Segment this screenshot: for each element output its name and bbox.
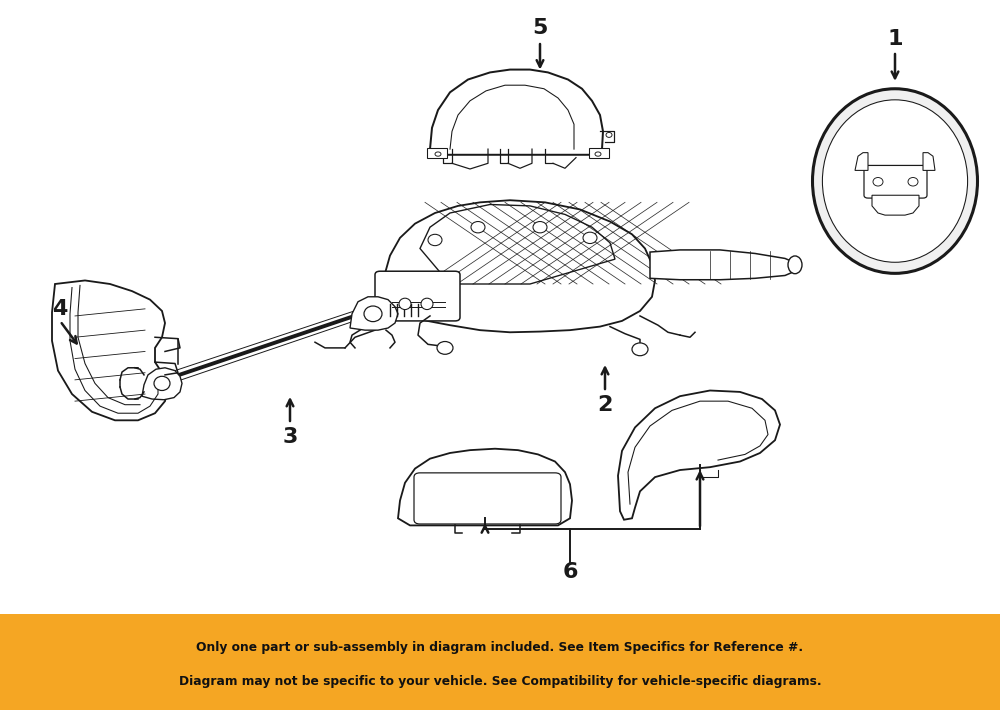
FancyBboxPatch shape xyxy=(589,148,609,158)
Polygon shape xyxy=(923,153,935,170)
Ellipse shape xyxy=(606,132,612,137)
Polygon shape xyxy=(398,449,572,525)
Ellipse shape xyxy=(364,306,382,322)
FancyBboxPatch shape xyxy=(389,301,421,318)
Text: 4: 4 xyxy=(52,299,68,319)
Polygon shape xyxy=(855,153,868,170)
FancyBboxPatch shape xyxy=(414,473,561,524)
Bar xyxy=(0,614,1000,710)
Text: 1: 1 xyxy=(887,29,903,49)
Text: 5: 5 xyxy=(532,18,548,38)
Text: Only one part or sub-assembly in diagram included. See Item Specifics for Refere: Only one part or sub-assembly in diagram… xyxy=(196,641,804,654)
FancyBboxPatch shape xyxy=(427,148,447,158)
Ellipse shape xyxy=(632,343,648,356)
Text: 2: 2 xyxy=(597,395,613,415)
Ellipse shape xyxy=(908,178,918,186)
Polygon shape xyxy=(52,280,168,420)
Ellipse shape xyxy=(812,89,978,273)
Ellipse shape xyxy=(399,298,411,310)
Ellipse shape xyxy=(421,298,433,310)
Ellipse shape xyxy=(873,178,883,186)
Polygon shape xyxy=(420,204,615,284)
Ellipse shape xyxy=(437,342,453,354)
Ellipse shape xyxy=(822,100,968,262)
Ellipse shape xyxy=(428,234,442,246)
Polygon shape xyxy=(350,297,398,330)
Ellipse shape xyxy=(595,152,601,156)
Polygon shape xyxy=(872,195,919,215)
Ellipse shape xyxy=(533,222,547,233)
Polygon shape xyxy=(618,391,780,520)
Polygon shape xyxy=(650,250,795,280)
Ellipse shape xyxy=(435,152,441,156)
Polygon shape xyxy=(430,70,603,155)
Polygon shape xyxy=(380,200,655,332)
FancyBboxPatch shape xyxy=(375,271,460,321)
Text: Diagram may not be specific to your vehicle. See Compatibility for vehicle-speci: Diagram may not be specific to your vehi… xyxy=(179,675,821,688)
Ellipse shape xyxy=(471,222,485,233)
Ellipse shape xyxy=(583,232,597,244)
Polygon shape xyxy=(142,368,182,400)
Ellipse shape xyxy=(154,376,170,390)
Text: 3: 3 xyxy=(282,427,298,447)
Ellipse shape xyxy=(788,256,802,273)
FancyBboxPatch shape xyxy=(864,165,927,198)
Text: 6: 6 xyxy=(562,562,578,581)
